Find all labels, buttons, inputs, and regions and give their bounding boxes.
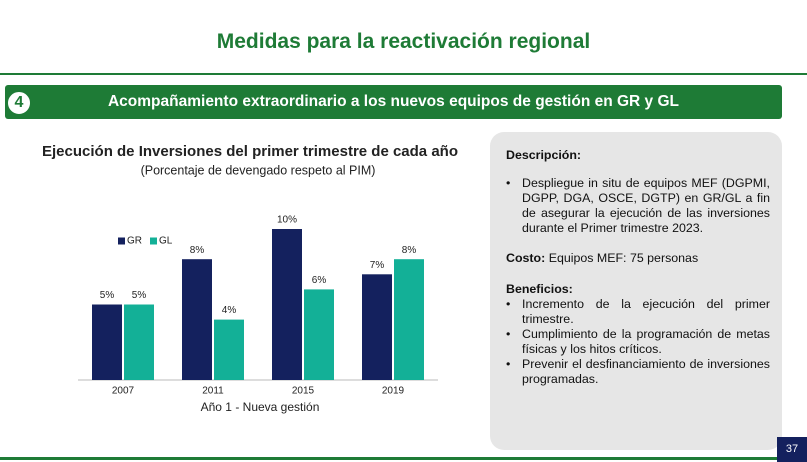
slide-title: Medidas para la reactivación regional bbox=[216, 30, 591, 53]
value-label: 5% bbox=[100, 290, 115, 301]
legend-label: GL bbox=[159, 236, 173, 247]
chart: Ejecución de Inversiones del primer trim… bbox=[42, 143, 458, 414]
bar bbox=[304, 289, 334, 380]
list: Incremento de la ejecución del primer tr… bbox=[506, 297, 770, 387]
value-label: 4% bbox=[222, 305, 237, 316]
page-number: 37 bbox=[777, 437, 807, 462]
legend-swatch bbox=[118, 237, 125, 245]
x-tick-label: 2007 bbox=[112, 386, 135, 397]
banner: Acompañamiento extraordinario a los nuev… bbox=[5, 85, 782, 119]
x-tick-label: 2019 bbox=[382, 386, 405, 397]
bullet-item: Cumplimiento de la programación de metas… bbox=[506, 327, 770, 357]
bar bbox=[182, 259, 212, 380]
x-tick-label: 2015 bbox=[292, 386, 315, 397]
heading: Beneficios: bbox=[506, 282, 573, 296]
heading: Descripción: bbox=[506, 148, 582, 162]
cost: Costo: Equipos MEF: 75 personas bbox=[506, 251, 770, 266]
legend-label: GR bbox=[127, 236, 142, 247]
value-label: 8% bbox=[190, 245, 205, 256]
bullet-item: Incremento de la ejecución del primer tr… bbox=[506, 297, 770, 327]
bullet-item: Prevenir el desfinanciamiento de inversi… bbox=[506, 357, 770, 387]
bar bbox=[394, 259, 424, 380]
banner-number: 4 bbox=[7, 91, 31, 115]
bullet-item: Despliegue in situ de equipos MEF (DGPMI… bbox=[506, 176, 770, 236]
value-label: 10% bbox=[277, 215, 297, 226]
chart-title: Ejecución de Inversiones del primer trim… bbox=[42, 143, 458, 160]
bar bbox=[124, 304, 154, 380]
value-label: 8% bbox=[402, 245, 417, 256]
bar bbox=[272, 229, 302, 380]
list: Despliegue in situ de equipos MEF (DGPMI… bbox=[506, 176, 770, 236]
cost-text: Equipos MEF: 75 personas bbox=[548, 251, 699, 265]
bar bbox=[214, 319, 244, 380]
divider bbox=[0, 457, 807, 460]
info-text: Descripción: Despliegue in situ de equip… bbox=[506, 148, 770, 387]
value-label: 5% bbox=[132, 290, 147, 301]
bar bbox=[92, 304, 122, 380]
chart-subtitle: (Porcentaje de devengado respeto al PIM) bbox=[141, 163, 376, 177]
legend-swatch bbox=[150, 237, 157, 245]
value-label: 6% bbox=[312, 275, 327, 286]
x-tick-label: 2011 bbox=[202, 386, 224, 397]
x-axis-label: Año 1 - Nueva gestión bbox=[201, 400, 320, 414]
cost-label: Costo: bbox=[506, 251, 546, 265]
bar bbox=[362, 274, 392, 380]
value-label: 7% bbox=[370, 260, 385, 271]
divider bbox=[0, 73, 807, 75]
